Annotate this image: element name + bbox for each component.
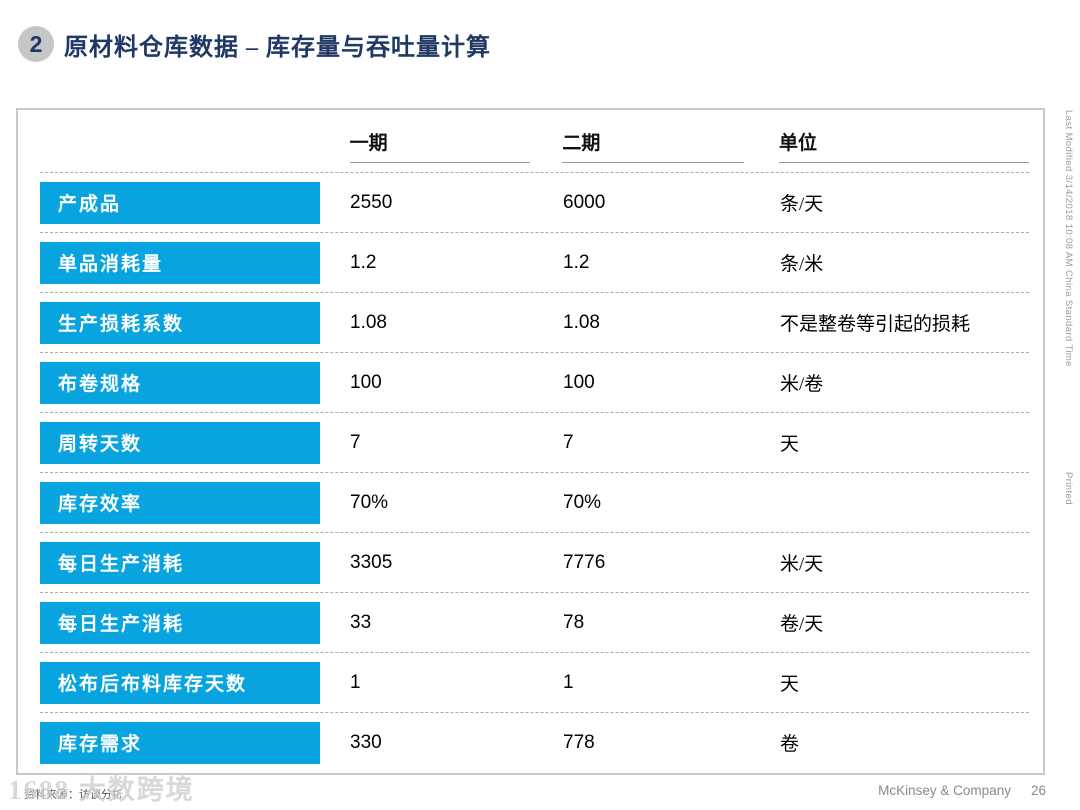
cell-phase2: 7	[563, 431, 574, 453]
page-title: 原材料仓库数据 – 库存量与吞吐量计算	[64, 34, 491, 61]
row-label: 每日生产消耗	[40, 601, 320, 644]
data-table: 一期 二期 单位 产成品 2550 6000 条/天 单品消耗量 1.2 1.2…	[18, 110, 1043, 772]
slide-footer: McKinsey & Company 26	[878, 783, 1046, 798]
cell-phase2: 778	[563, 731, 595, 753]
cell-unit: 天	[780, 434, 800, 455]
cell-phase2: 1.2	[563, 251, 590, 273]
row-label: 周转天数	[40, 421, 320, 464]
cell-phase1: 70%	[350, 491, 389, 513]
watermark: 1688 大数跨境	[8, 775, 195, 805]
row-label: 单品消耗量	[40, 241, 320, 284]
cell-phase1: 3305	[350, 551, 393, 573]
cell-phase2: 100	[563, 371, 595, 393]
row-label: 松布后布料库存天数	[40, 661, 320, 704]
table-header-row: 一期 二期 单位	[40, 128, 1029, 163]
table-row: 周转天数 7 7 天	[40, 412, 1029, 472]
cell-phase2: 1	[563, 671, 574, 693]
last-modified-note: Last Modified 3/14/2018 10:08 AM China S…	[1063, 110, 1074, 367]
row-label: 库存需求	[40, 721, 320, 764]
row-label: 库存效率	[40, 481, 320, 524]
section-number-badge: 2	[18, 26, 54, 62]
table-row: 库存需求 330 778 卷	[40, 712, 1029, 772]
table-frame: 一期 二期 单位 产成品 2550 6000 条/天 单品消耗量 1.2 1.2…	[16, 108, 1045, 775]
cell-unit: 米/天	[780, 554, 824, 575]
column-header-phase2: 二期	[562, 128, 779, 163]
table-row: 松布后布料库存天数 1 1 天	[40, 652, 1029, 712]
table-row: 布卷规格 100 100 米/卷	[40, 352, 1029, 412]
printed-note: Printed	[1063, 472, 1074, 505]
header-spacer	[40, 128, 320, 163]
cell-phase1: 33	[350, 611, 372, 633]
row-label: 生产损耗系数	[40, 301, 320, 344]
cell-phase1: 7	[350, 431, 361, 453]
table-row: 单品消耗量 1.2 1.2 条/米	[40, 232, 1029, 292]
cell-unit: 卷	[780, 734, 800, 755]
cell-phase2: 6000	[563, 191, 606, 213]
row-label: 每日生产消耗	[40, 541, 320, 584]
cell-unit: 不是整卷等引起的损耗	[780, 314, 971, 335]
cell-unit: 米/卷	[780, 374, 824, 395]
cell-phase2: 7776	[563, 551, 606, 573]
table-row: 生产损耗系数 1.08 1.08 不是整卷等引起的损耗	[40, 292, 1029, 352]
cell-phase1: 330	[350, 731, 382, 753]
cell-phase2: 70%	[563, 491, 602, 513]
row-label: 产成品	[40, 181, 320, 224]
cell-phase2: 78	[563, 611, 585, 633]
row-label: 布卷规格	[40, 361, 320, 404]
cell-phase2: 1.08	[563, 311, 600, 333]
cell-unit: 天	[780, 674, 800, 695]
table-row: 产成品 2550 6000 条/天	[40, 172, 1029, 232]
table-row: 每日生产消耗 3305 7776 米/天	[40, 532, 1029, 592]
column-header-unit: 单位	[779, 128, 1029, 163]
cell-phase1: 2550	[350, 191, 393, 213]
cell-phase1: 100	[350, 371, 382, 393]
cell-unit: 条/天	[780, 194, 824, 215]
company-name: McKinsey & Company	[878, 783, 1011, 798]
cell-unit: 卷/天	[780, 614, 824, 635]
column-header-phase1: 一期	[349, 128, 563, 163]
cell-phase1: 1.08	[350, 311, 387, 333]
cell-unit: 条/米	[780, 254, 824, 275]
table-body: 产成品 2550 6000 条/天 单品消耗量 1.2 1.2 条/米 生产损耗…	[40, 172, 1029, 772]
page-number: 26	[1030, 783, 1046, 798]
cell-phase1: 1.2	[350, 251, 377, 273]
slide-title-bar: 2 原材料仓库数据 – 库存量与吞吐量计算	[18, 26, 491, 62]
table-row: 库存效率 70% 70%	[40, 472, 1029, 532]
source-note: 资料来源：访谈分析	[24, 789, 123, 801]
table-row: 每日生产消耗 33 78 卷/天	[40, 592, 1029, 652]
cell-phase1: 1	[350, 671, 361, 693]
